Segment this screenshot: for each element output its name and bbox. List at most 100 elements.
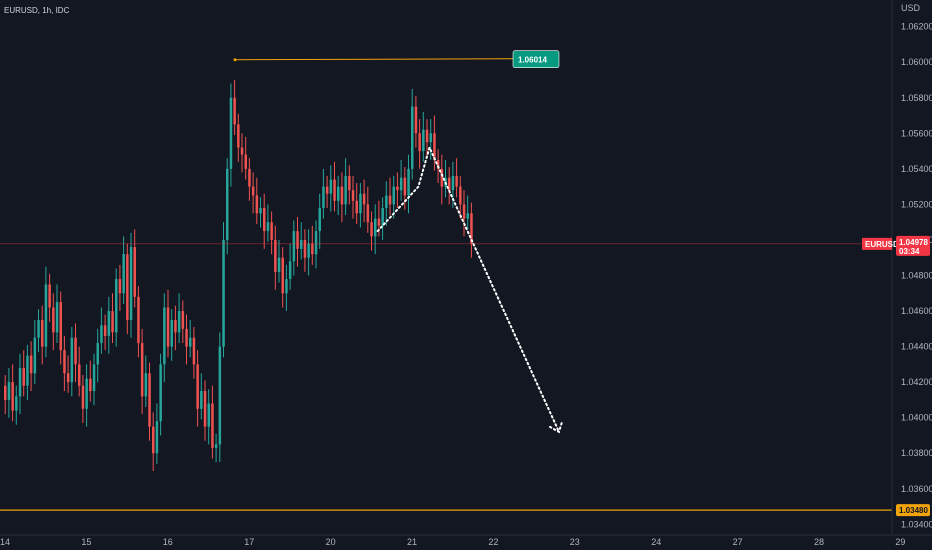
candle-body[interactable] — [448, 177, 451, 191]
high-line[interactable] — [234, 58, 514, 61]
candle-body[interactable] — [422, 129, 425, 152]
candle-body[interactable] — [192, 337, 196, 365]
candle-body[interactable] — [433, 133, 436, 160]
candle-body[interactable] — [226, 168, 229, 240]
candle-body[interactable] — [322, 186, 325, 208]
candle-body[interactable] — [218, 346, 222, 445]
candle-body[interactable] — [255, 195, 259, 214]
plot-area[interactable] — [4, 79, 473, 472]
candle-body[interactable] — [425, 129, 429, 143]
candle-body[interactable] — [111, 311, 114, 333]
candle-body[interactable] — [159, 364, 162, 422]
candle-body[interactable] — [229, 97, 233, 169]
candle-body[interactable] — [333, 179, 336, 201]
candle-body[interactable] — [270, 222, 273, 240]
candle-body[interactable] — [362, 193, 366, 205]
candle-body[interactable] — [207, 403, 211, 427]
candle-body[interactable] — [451, 175, 455, 191]
candle-body[interactable] — [29, 355, 33, 374]
candle-body[interactable] — [107, 311, 111, 336]
candle-body[interactable] — [259, 207, 262, 214]
candle-body[interactable] — [174, 319, 177, 333]
candle-body[interactable] — [44, 284, 48, 347]
high-price-tag[interactable] — [512, 50, 560, 69]
projection-path[interactable] — [376, 144, 560, 433]
time-axis[interactable]: 14 15 16 17 20 21 22 23 24 27 28 29 — [0, 537, 905, 547]
candle-body[interactable] — [103, 325, 107, 336]
candle-body[interactable] — [244, 154, 248, 169]
candle-body[interactable] — [355, 200, 359, 214]
candle-body[interactable] — [189, 337, 192, 347]
candle-body[interactable] — [251, 186, 255, 196]
candle-body[interactable] — [311, 243, 314, 255]
candle-body[interactable] — [66, 373, 70, 383]
candle-body[interactable] — [344, 175, 347, 205]
candle-body[interactable] — [274, 239, 277, 272]
candle-body[interactable] — [185, 328, 188, 347]
candle-body[interactable] — [7, 382, 11, 400]
candle-body[interactable] — [436, 159, 440, 169]
candle-body[interactable] — [196, 364, 199, 409]
candle-body[interactable] — [126, 254, 129, 320]
candle-body[interactable] — [370, 222, 373, 237]
candle-body[interactable] — [314, 231, 318, 255]
candle-body[interactable] — [148, 373, 151, 427]
candle-body[interactable] — [392, 186, 396, 205]
candle-body[interactable] — [351, 190, 355, 201]
candle-body[interactable] — [388, 195, 392, 205]
candle-body[interactable] — [277, 257, 281, 272]
candle-body[interactable] — [340, 186, 344, 205]
candle-body[interactable] — [233, 97, 236, 125]
candle-body[interactable] — [89, 378, 92, 392]
candle-body[interactable] — [78, 364, 81, 386]
candle-body[interactable] — [115, 279, 118, 333]
candle-body[interactable] — [381, 207, 384, 226]
candle-body[interactable] — [122, 254, 125, 294]
candle-body[interactable] — [337, 186, 340, 201]
candle-body[interactable] — [377, 218, 381, 226]
candle-body[interactable] — [63, 350, 66, 374]
candle-body[interactable] — [263, 207, 266, 232]
candle-body[interactable] — [300, 239, 303, 249]
candle-body[interactable] — [18, 367, 22, 397]
candle-body[interactable] — [399, 177, 403, 191]
candle-body[interactable] — [366, 204, 370, 223]
candle-body[interactable] — [22, 367, 26, 386]
candle-body[interactable] — [203, 391, 207, 427]
candle-body[interactable] — [285, 279, 288, 294]
candle-body[interactable] — [166, 307, 170, 347]
candle-body[interactable] — [70, 337, 74, 383]
candle-body[interactable] — [266, 222, 270, 232]
candle-body[interactable] — [152, 426, 155, 454]
candle-body[interactable] — [4, 385, 7, 400]
candle-body[interactable] — [96, 343, 100, 365]
candle-body[interactable] — [303, 239, 307, 258]
candle-body[interactable] — [41, 319, 44, 347]
candle-body[interactable] — [26, 355, 29, 386]
candle-body[interactable] — [455, 175, 458, 187]
candle-body[interactable] — [155, 421, 159, 454]
candle-body[interactable] — [329, 179, 333, 194]
candle-body[interactable] — [359, 193, 362, 214]
candle-body[interactable] — [237, 124, 240, 148]
symbol-title[interactable]: EURUSD, 1h, IDC — [4, 6, 70, 15]
candle-body[interactable] — [288, 261, 292, 280]
candle-body[interactable] — [140, 343, 144, 397]
candle-body[interactable] — [429, 133, 433, 143]
candle-body[interactable] — [318, 207, 322, 232]
candle-body[interactable] — [459, 186, 462, 205]
candle-body[interactable] — [374, 218, 377, 237]
candle-body[interactable] — [403, 177, 407, 196]
candle-body[interactable] — [470, 213, 473, 244]
candle-body[interactable] — [325, 186, 329, 194]
candle-body[interactable] — [163, 307, 166, 365]
candle-body[interactable] — [137, 296, 140, 344]
candle-body[interactable] — [296, 231, 299, 249]
candle-body[interactable] — [55, 302, 59, 333]
candle-body[interactable] — [462, 204, 466, 219]
candle-body[interactable] — [177, 311, 181, 333]
candle-body[interactable] — [92, 364, 96, 392]
candle-body[interactable] — [414, 106, 418, 134]
